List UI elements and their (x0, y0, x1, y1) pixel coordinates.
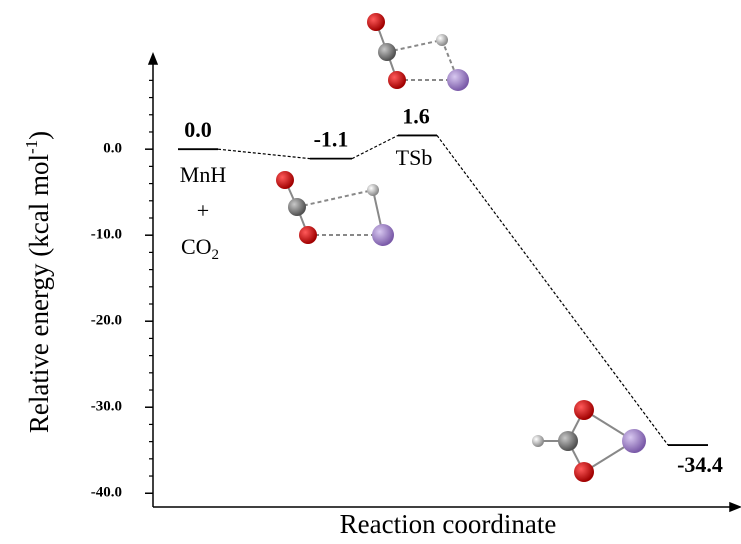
molecule-product (532, 400, 646, 482)
y-tick-label: -20.0 (91, 313, 122, 329)
y-label-sup: -1 (22, 140, 41, 154)
reactant-plus: + (197, 198, 209, 223)
co: CO (181, 234, 212, 259)
value-label: -1.1 (314, 127, 349, 152)
y-axis-label: Relative energy (kcal mol-1) (22, 131, 54, 433)
connector (436, 135, 669, 446)
axes (147, 51, 741, 513)
y-tick-label: 0.0 (103, 141, 122, 157)
reactant-co2: CO2 (181, 234, 219, 263)
y-tick-label: -10.0 (91, 227, 122, 243)
y-tick-label: -40.0 (91, 485, 122, 501)
y-label-end: ) (24, 131, 54, 140)
ts-label: TSb (396, 145, 433, 170)
y-tick-label: -30.0 (91, 399, 122, 415)
reactant-label: MnH (180, 162, 227, 187)
molecule-intermediate (276, 171, 394, 246)
connector (217, 148, 311, 160)
molecule-ts (367, 13, 469, 91)
value-label: 1.6 (402, 103, 430, 128)
y-label-main: Relative energy (kcal mol (24, 154, 54, 433)
subscript: 2 (212, 247, 220, 263)
value-label: 0.0 (184, 117, 212, 142)
connector (351, 134, 399, 160)
value-label: -34.4 (677, 452, 723, 477)
x-axis-label: Reaction coordinate (340, 509, 557, 539)
